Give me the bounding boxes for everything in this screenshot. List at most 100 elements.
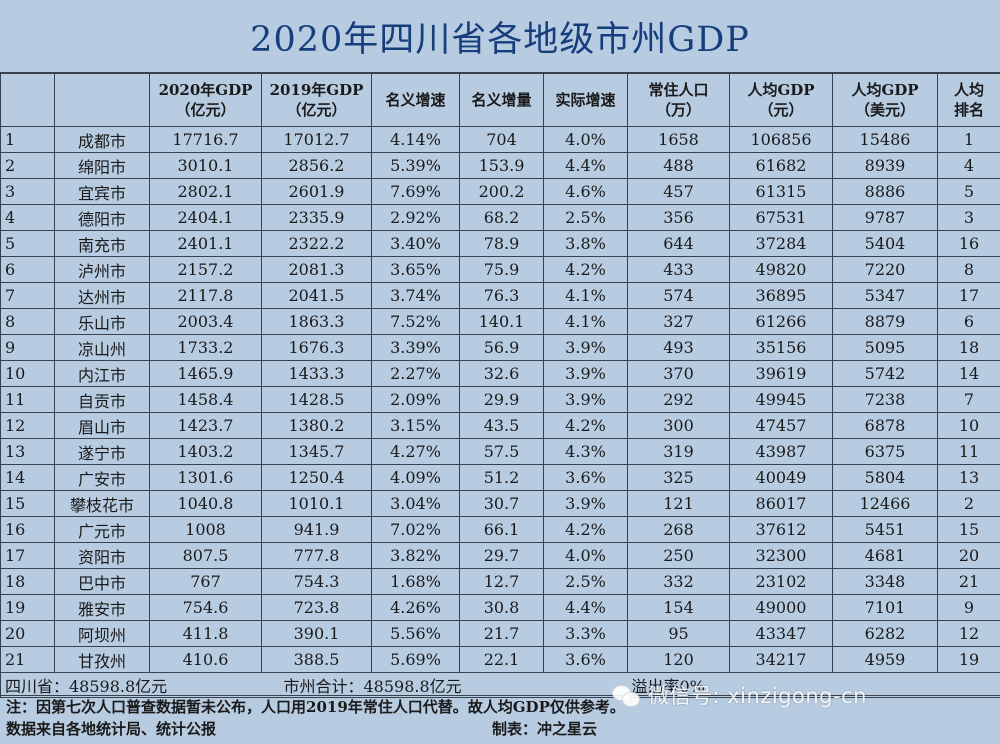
- cell-per_capita_usd: 7238: [832, 386, 938, 413]
- cell-gdp2020: 1423.7: [149, 412, 262, 439]
- cell-population: 1658: [627, 126, 730, 153]
- cell-city: 遂宁市: [54, 438, 150, 465]
- note-line-1: 注：因第七次人口普查数据暂未公布，人口用2019年常住人口代替。故人均GDP仅供…: [6, 698, 625, 716]
- cell-nominal_inc: 29.9: [459, 386, 544, 413]
- cell-per_capita_usd: 5742: [832, 360, 938, 387]
- cell-rank: 8: [937, 256, 1000, 283]
- cell-population: 356: [627, 204, 730, 231]
- table-maker: 制表：冲之星云: [492, 720, 598, 738]
- cell-city: 广安市: [54, 464, 150, 491]
- cell-per_capita_cny: 43347: [729, 620, 833, 647]
- cell-city: 达州市: [54, 282, 150, 309]
- cell-population: 268: [627, 516, 730, 543]
- header-gdp2020: 2020年GDP （亿元）: [149, 72, 262, 127]
- cell-real_rate: 3.3%: [543, 620, 628, 647]
- cell-nominal_inc: 56.9: [459, 334, 544, 361]
- cell-gdp2020: 2404.1: [149, 204, 262, 231]
- cell-nominal_inc: 140.1: [459, 308, 544, 335]
- header-nominal_inc: 名义增量: [459, 72, 544, 127]
- header-nominal_inc-line1: 名义增量: [471, 90, 532, 109]
- cell-nominal_rate: 1.68%: [371, 568, 460, 595]
- header-idx: [0, 72, 55, 127]
- cell-per_capita_usd: 15486: [832, 126, 938, 153]
- cell-nominal_rate: 5.69%: [371, 646, 460, 673]
- cell-population: 300: [627, 412, 730, 439]
- cell-nominal_inc: 30.7: [459, 490, 544, 517]
- header-population-line1: 常住人口: [648, 80, 709, 99]
- note-line-2: 数据来自各地统计局、统计公报 制表：冲之星云: [6, 718, 1000, 740]
- cell-gdp2020: 1465.9: [149, 360, 262, 387]
- header-gdp2019-line2: （亿元）: [286, 100, 347, 119]
- cell-idx: 12: [0, 412, 55, 439]
- cell-idx: 8: [0, 308, 55, 335]
- cell-real_rate: 3.9%: [543, 334, 628, 361]
- cell-real_rate: 2.5%: [543, 204, 628, 231]
- cell-nominal_inc: 22.1: [459, 646, 544, 673]
- cell-nominal_inc: 66.1: [459, 516, 544, 543]
- cell-gdp2020: 2157.2: [149, 256, 262, 283]
- table-row: 19 雅安市 754.6 723.8 4.26% 30.8 4.4% 154 49000 7101…: [0, 594, 1000, 621]
- cell-gdp2020: 1458.4: [149, 386, 262, 413]
- header-gdp2019-line1: 2019年GDP: [269, 80, 364, 99]
- cell-nominal_rate: 3.40%: [371, 230, 460, 257]
- cell-idx: 18: [0, 568, 55, 595]
- cell-nominal_inc: 75.9: [459, 256, 544, 283]
- cell-gdp2019: 1863.3: [261, 308, 372, 335]
- cell-nominal_rate: 3.74%: [371, 282, 460, 309]
- cell-nominal_rate: 4.14%: [371, 126, 460, 153]
- header-per_capita_usd: 人均GDP （美元）: [832, 72, 938, 127]
- table-row: 18 巴中市 767 754.3 1.68% 12.7 2.5% 332 23102 3348 21: [0, 568, 1000, 595]
- cell-nominal_inc: 51.2: [459, 464, 544, 491]
- header-city: [54, 72, 150, 127]
- cell-gdp2019: 1345.7: [261, 438, 372, 465]
- cell-nominal_inc: 43.5: [459, 412, 544, 439]
- cell-nominal_rate: 3.15%: [371, 412, 460, 439]
- header-rank: 人均 排名: [937, 72, 1000, 127]
- cell-population: 488: [627, 152, 730, 179]
- cell-idx: 7: [0, 282, 55, 309]
- cell-rank: 4: [937, 152, 1000, 179]
- notes: 注：因第七次人口普查数据暂未公布，人口用2019年常住人口代替。故人均GDP仅供…: [0, 695, 1000, 744]
- cell-nominal_rate: 2.09%: [371, 386, 460, 413]
- watermark: 微信号: xinzigong-cn: [612, 680, 867, 710]
- cell-city: 甘孜州: [54, 646, 150, 673]
- cell-per_capita_cny: 36895: [729, 282, 833, 309]
- cell-real_rate: 4.4%: [543, 594, 628, 621]
- cell-gdp2019: 2041.5: [261, 282, 372, 309]
- header-per_capita_usd-line2: （美元）: [854, 100, 915, 119]
- cell-real_rate: 3.6%: [543, 646, 628, 673]
- cell-nominal_rate: 7.69%: [371, 178, 460, 205]
- cell-gdp2019: 2081.3: [261, 256, 372, 283]
- gdp-table: 2020年GDP （亿元） 2019年GDP （亿元） 名义增速 名义增量 实际增速 常住人口…: [0, 72, 1000, 698]
- cell-per_capita_cny: 86017: [729, 490, 833, 517]
- cell-nominal_rate: 3.04%: [371, 490, 460, 517]
- cell-idx: 6: [0, 256, 55, 283]
- cell-gdp2020: 1301.6: [149, 464, 262, 491]
- cell-idx: 17: [0, 542, 55, 569]
- cell-population: 644: [627, 230, 730, 257]
- table-row: 7 达州市 2117.8 2041.5 3.74% 76.3 4.1% 574 36895 534…: [0, 282, 1000, 309]
- cell-per_capita_cny: 35156: [729, 334, 833, 361]
- table-row: 12 眉山市 1423.7 1380.2 3.15% 43.5 4.2% 300 47457 68…: [0, 412, 1000, 439]
- cell-population: 120: [627, 646, 730, 673]
- cell-rank: 19: [937, 646, 1000, 673]
- cell-per_capita_cny: 47457: [729, 412, 833, 439]
- cell-idx: 9: [0, 334, 55, 361]
- cell-per_capita_cny: 61266: [729, 308, 833, 335]
- cell-nominal_inc: 30.8: [459, 594, 544, 621]
- cell-per_capita_usd: 5804: [832, 464, 938, 491]
- cell-idx: 10: [0, 360, 55, 387]
- cell-gdp2020: 2003.4: [149, 308, 262, 335]
- cell-rank: 7: [937, 386, 1000, 413]
- cell-nominal_inc: 32.6: [459, 360, 544, 387]
- cell-population: 457: [627, 178, 730, 205]
- table-row: 10 内江市 1465.9 1433.3 2.27% 32.6 3.9% 370 39619 57…: [0, 360, 1000, 387]
- cell-gdp2020: 767: [149, 568, 262, 595]
- cell-nominal_inc: 200.2: [459, 178, 544, 205]
- cell-population: 154: [627, 594, 730, 621]
- cell-city: 绵阳市: [54, 152, 150, 179]
- cell-nominal_rate: 7.52%: [371, 308, 460, 335]
- table-row: 8 乐山市 2003.4 1863.3 7.52% 140.1 4.1% 327 61266 88…: [0, 308, 1000, 335]
- cell-real_rate: 4.4%: [543, 152, 628, 179]
